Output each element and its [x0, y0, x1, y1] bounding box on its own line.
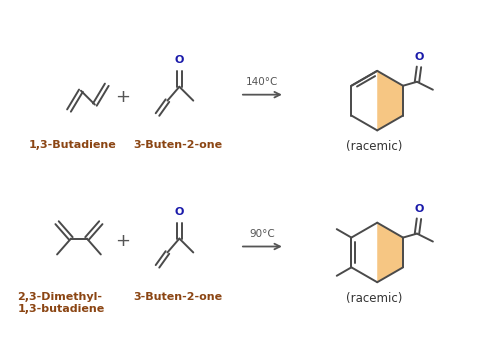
- Text: 1,3-Butadiene: 1,3-Butadiene: [29, 140, 117, 150]
- Text: +: +: [115, 232, 130, 250]
- Polygon shape: [377, 223, 403, 282]
- Text: (racemic): (racemic): [346, 292, 402, 305]
- Text: O: O: [414, 204, 424, 214]
- Text: O: O: [174, 55, 184, 65]
- Text: 90°C: 90°C: [249, 229, 275, 238]
- Text: 2,3-Dimethyl-
1,3-butadiene: 2,3-Dimethyl- 1,3-butadiene: [17, 292, 104, 314]
- Text: (racemic): (racemic): [346, 140, 402, 153]
- Text: 3-Buten-2-one: 3-Buten-2-one: [134, 140, 223, 150]
- Text: +: +: [115, 88, 130, 106]
- Polygon shape: [377, 71, 403, 130]
- Text: O: O: [174, 207, 184, 217]
- Text: O: O: [414, 52, 424, 62]
- Text: 3-Buten-2-one: 3-Buten-2-one: [134, 292, 223, 302]
- Text: 140°C: 140°C: [246, 77, 278, 87]
